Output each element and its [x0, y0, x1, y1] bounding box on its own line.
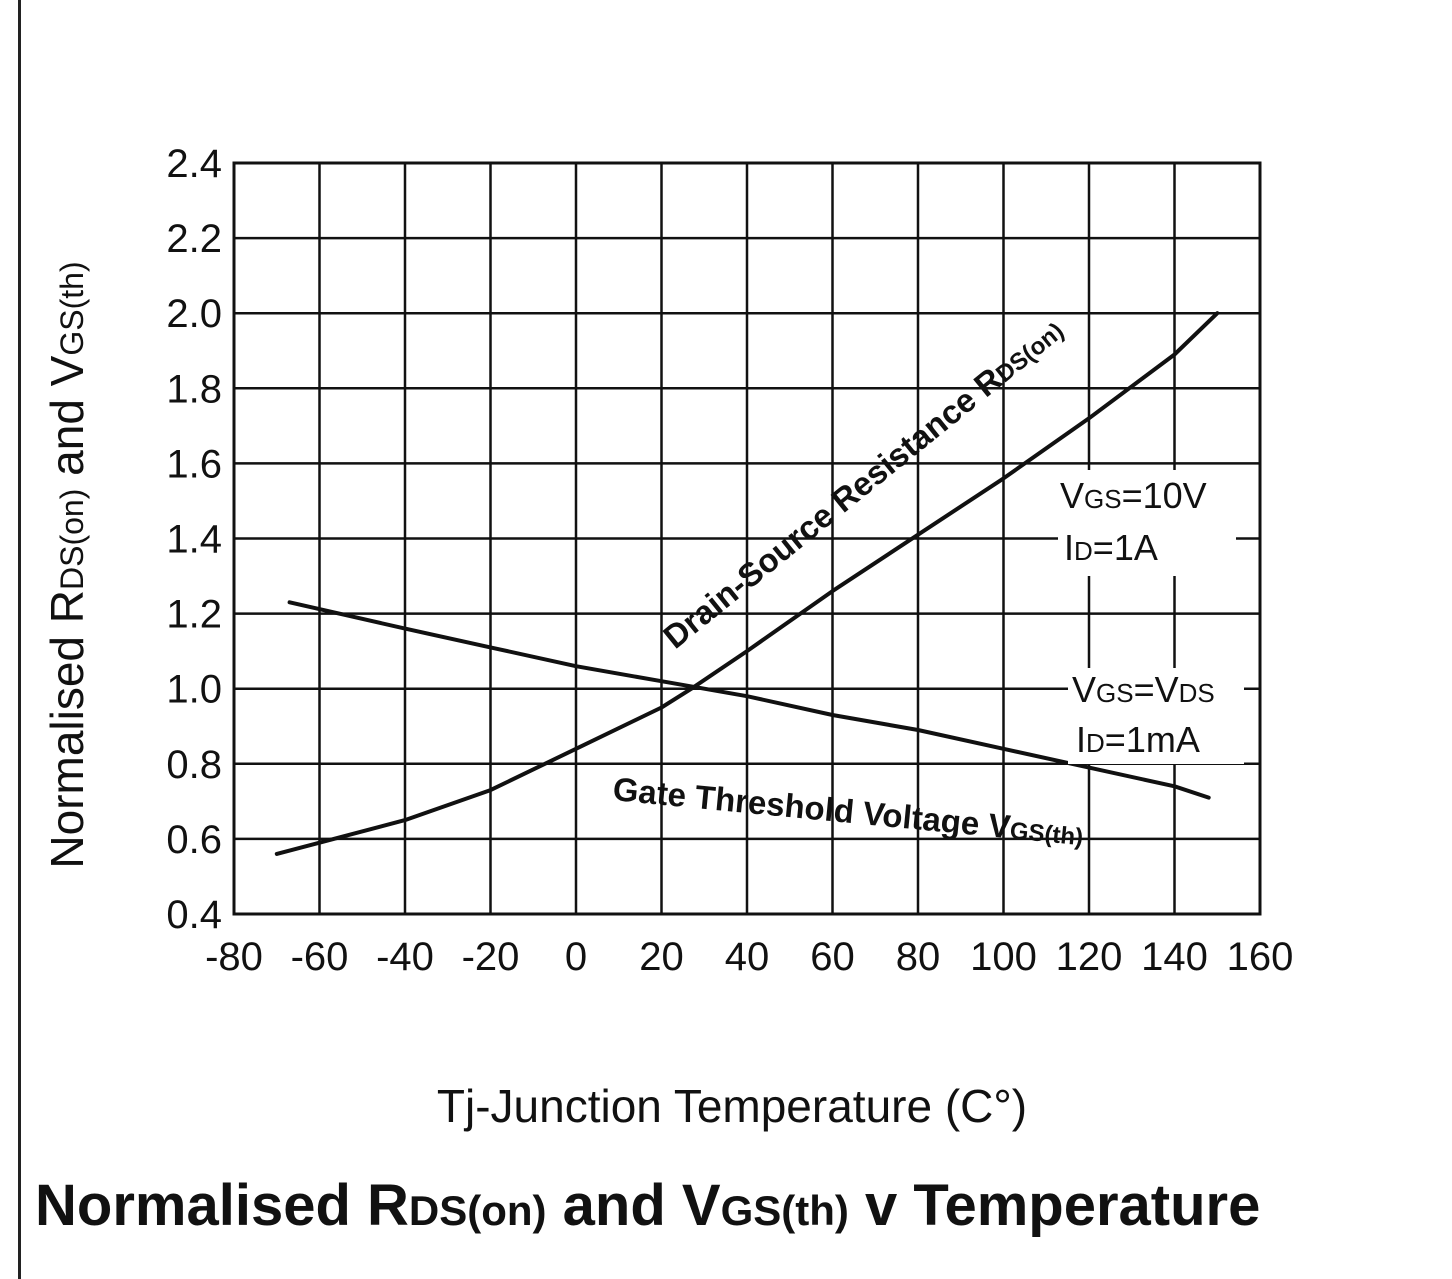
- vgs-label-text: Gate Threshold Voltage V: [611, 770, 1012, 845]
- x-tick-label: 20: [639, 935, 684, 979]
- y-tick-label: 2.0: [166, 292, 222, 336]
- y-tick-label: 0.4: [166, 893, 222, 937]
- cond2-eq-v: =V: [1134, 669, 1179, 710]
- title-part: v Temperature: [848, 1173, 1261, 1238]
- y-tick-label: 0.8: [166, 743, 222, 787]
- x-tick-label: 100: [970, 935, 1037, 979]
- title-sub: DS(on): [408, 1187, 547, 1234]
- title-sub: GS(th): [720, 1187, 849, 1234]
- y-tick-label: 1.0: [166, 668, 222, 712]
- cond2-gs: GS: [1096, 678, 1134, 708]
- cond1-value: =10V: [1122, 475, 1207, 516]
- cond2-v: V: [1072, 669, 1096, 710]
- cond2-i: I: [1076, 719, 1086, 760]
- series-line-vgs-th: [287, 600, 1211, 800]
- x-tick-label: 60: [810, 935, 855, 979]
- x-tick-label: 80: [896, 935, 941, 979]
- cond1-current: =1A: [1093, 527, 1158, 568]
- x-tick-label: 160: [1227, 935, 1294, 979]
- cond2-line1: VGS=VDS: [1072, 669, 1215, 710]
- x-axis-label: Tj-Junction Temperature (C°): [437, 1080, 1027, 1132]
- x-tick-label: 40: [725, 935, 770, 979]
- y-tick-label: 1.8: [166, 367, 222, 411]
- x-tick-label: 140: [1141, 935, 1208, 979]
- cond2-ds: DS: [1179, 678, 1215, 708]
- x-tick-label: -20: [462, 935, 520, 979]
- cond1-background: [1058, 470, 1236, 576]
- series-line-rds-on: [274, 311, 1220, 856]
- title-part: Normalised R: [35, 1173, 409, 1238]
- y-axis-label: Normalised RDS(on) and VGS(th): [41, 261, 93, 868]
- x-tick-label: 0: [565, 935, 587, 979]
- x-tick-label: -60: [291, 935, 349, 979]
- cond2-current: =1mA: [1105, 719, 1200, 760]
- cond1-gs: GS: [1084, 484, 1122, 514]
- vgs-label-sub: GS(th): [1009, 817, 1085, 851]
- y-tick-label: 2.2: [166, 217, 222, 261]
- cond1-line2: ID=1A: [1064, 527, 1158, 568]
- cond2-background: [1068, 668, 1244, 764]
- cond2-line2: ID=1mA: [1076, 719, 1200, 760]
- y-tick-label: 2.4: [166, 142, 222, 186]
- tick-labels: -80 -60 -40 -20 0 20 40 60 80 100 120 140 160 0.4 0.6 0…: [166, 142, 1293, 979]
- y-tick-label: 1.4: [166, 518, 222, 562]
- cond1-line1: VGS=10V: [1060, 475, 1207, 516]
- chart-title: Normalised RDS(on) and VGS(th) v Tempera…: [35, 1172, 1260, 1239]
- cond1-i: I: [1064, 527, 1074, 568]
- y-axis-label-sub: GS(th): [54, 261, 90, 355]
- y-tick-label: 1.6: [166, 442, 222, 486]
- cond1-d: D: [1074, 536, 1093, 566]
- cond2-d: D: [1086, 728, 1105, 758]
- y-axis-label-part: Normalised R: [41, 590, 93, 869]
- y-tick-label: 0.6: [166, 818, 222, 862]
- y-axis-label-sub: DS(on): [54, 489, 90, 590]
- series: [274, 311, 1220, 856]
- rds-series-label: Drain-Source Resistance RDS(on): [656, 311, 1070, 656]
- x-tick-label: -40: [376, 935, 434, 979]
- y-tick-label: 1.2: [166, 593, 222, 637]
- x-tick-label: -80: [205, 935, 263, 979]
- left-frame-border: [18, 0, 21, 1279]
- x-tick-label: 120: [1056, 935, 1123, 979]
- title-part: and V: [546, 1173, 721, 1238]
- cond1-v: V: [1060, 475, 1084, 516]
- y-axis-label-part: and V: [41, 355, 93, 488]
